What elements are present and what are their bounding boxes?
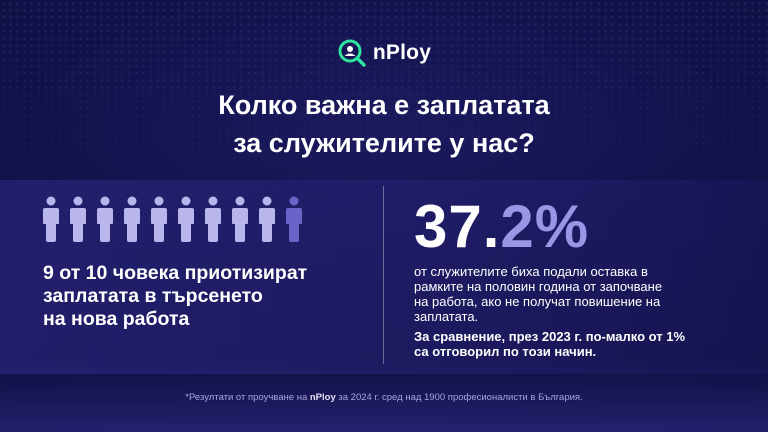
people-icon-row xyxy=(42,196,303,242)
person-icon xyxy=(232,196,248,242)
person-icon xyxy=(205,196,221,242)
person-icon xyxy=(286,196,302,242)
left-stat-text: 9 от 10 човека приотизират заплатата в т… xyxy=(43,262,373,331)
brand-name: nPloy xyxy=(372,41,432,64)
comparison-text: За сравнение, през 2023 г. по-малко от 1… xyxy=(414,329,744,359)
big-percentage-integer: 37. xyxy=(414,193,501,260)
person-icon xyxy=(259,196,275,242)
brand-logo: nPloy xyxy=(0,38,768,68)
person-icon xyxy=(97,196,113,242)
description-line-2: рамките на половин година от започване xyxy=(414,279,663,294)
footnote-suffix: за 2024 г. сред над 1900 професионалисти… xyxy=(335,392,583,403)
footnote: *Резултати от проучване на nPloy за 2024… xyxy=(0,392,768,403)
left-stat-line-2: заплатата в търсенето xyxy=(43,285,263,307)
percentage-description: от служителите биха подали оставка в рам… xyxy=(414,264,734,324)
comparison-line-1: За сравнение, през 2023 г. по-малко от 1… xyxy=(414,329,686,344)
search-magnifier-logo-icon xyxy=(338,39,366,67)
description-line-1: от служителите биха подали оставка в xyxy=(414,264,648,279)
person-icon xyxy=(43,196,59,242)
page-title-line-1: Колко важна е заплатата xyxy=(218,90,550,120)
vertical-divider xyxy=(383,186,384,364)
left-stat-line-1: 9 от 10 човека приотизират xyxy=(43,262,308,284)
big-percentage-decimal: 2% xyxy=(500,193,590,260)
description-line-4: заплатата. xyxy=(414,309,479,324)
person-icon xyxy=(124,196,140,242)
description-line-3: на работа, ако не получат повишение на xyxy=(414,294,661,309)
person-icon xyxy=(178,196,194,242)
footnote-brand: nPloy xyxy=(309,392,336,403)
dot-pattern-background xyxy=(0,0,768,200)
page-title: Колко важна е заплатата за служителите у… xyxy=(0,86,768,162)
page-title-line-2: за служителите у нас? xyxy=(233,128,535,158)
person-icon xyxy=(151,196,167,242)
comparison-line-2: са отговорил по този начин. xyxy=(414,344,597,359)
footnote-prefix: *Резултати от проучване на xyxy=(185,392,310,403)
left-stat-line-3: на нова работа xyxy=(43,308,190,330)
person-icon xyxy=(70,196,86,242)
big-percentage: 37.2% xyxy=(414,192,589,262)
